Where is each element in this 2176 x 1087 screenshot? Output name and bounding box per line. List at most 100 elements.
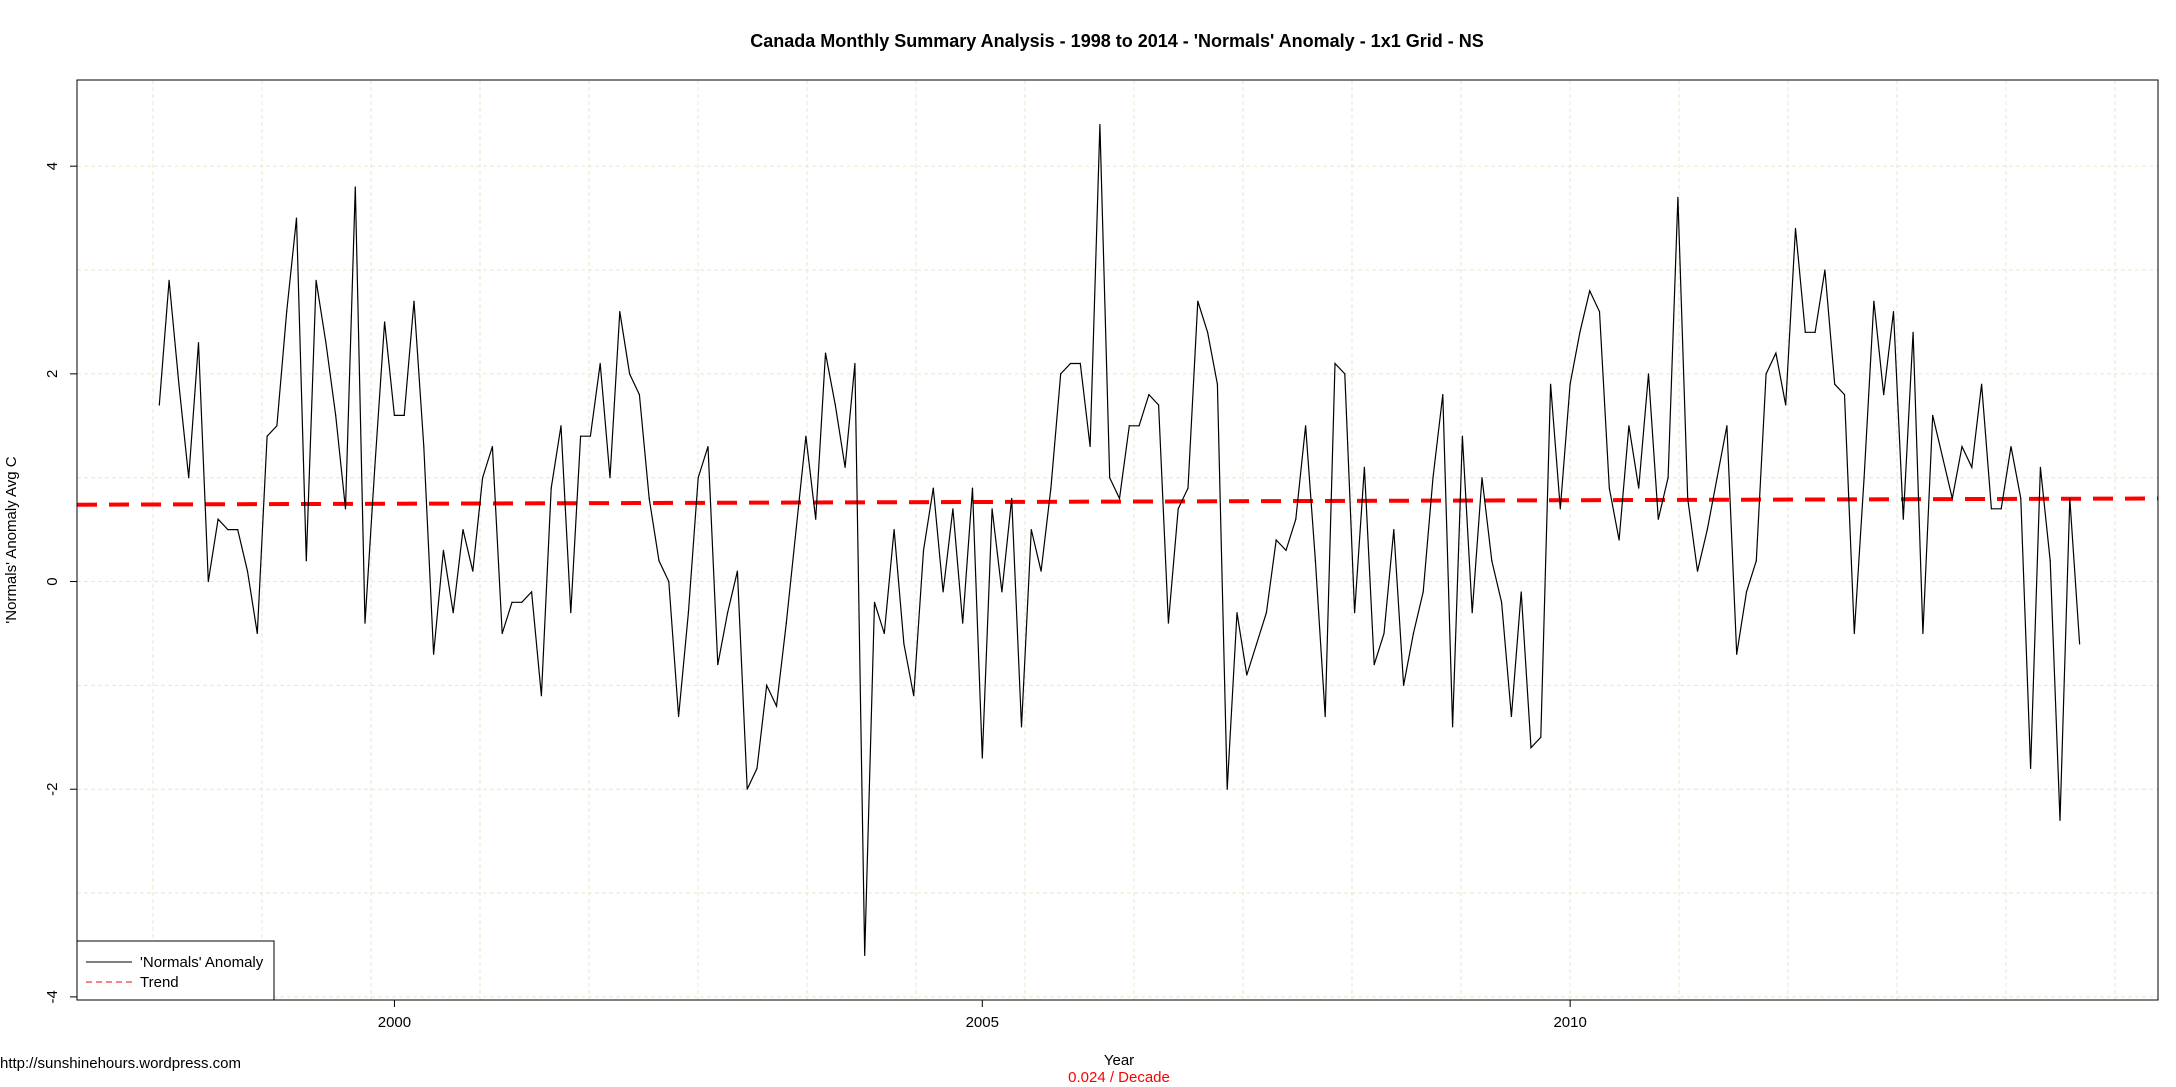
data-point: [1638, 487, 1640, 489]
data-point: [707, 445, 709, 448]
x-axis-label: Year: [1104, 1052, 1134, 1069]
data-point: [589, 435, 591, 437]
data-point: [1569, 383, 1571, 385]
data-point: [256, 632, 258, 635]
x-tick-label: 2005: [966, 1014, 999, 1031]
data-point: [1736, 653, 1738, 655]
data-point: [188, 477, 190, 479]
data-point: [1275, 539, 1277, 541]
data-point: [1030, 529, 1032, 531]
data-point: [1608, 487, 1610, 489]
data-point: [1305, 425, 1307, 427]
data-point: [315, 279, 317, 282]
data-point: [1726, 425, 1728, 427]
trend-rate-label: 0.024 / Decade: [1068, 1069, 1170, 1086]
data-point: [1373, 664, 1375, 666]
data-point: [756, 767, 758, 770]
data-point: [197, 342, 200, 344]
data-point: [560, 425, 562, 427]
data-point: [452, 612, 454, 614]
data-point: [413, 300, 415, 302]
data-point: [1197, 300, 1199, 302]
data-point: [2049, 560, 2051, 562]
data-point: [638, 394, 640, 396]
data-point: [795, 529, 797, 531]
data-point: [1246, 674, 1248, 676]
data-point: [1549, 383, 1552, 385]
data-point: [962, 622, 964, 624]
data-point: [2030, 767, 2032, 770]
data-point: [1530, 747, 1532, 749]
data-point: [1471, 612, 1473, 614]
data-point: [1843, 394, 1846, 396]
data-point: [1510, 715, 1512, 718]
data-point: [2059, 819, 2061, 821]
data-point: [2010, 445, 2012, 448]
data-point: [628, 373, 631, 375]
legend-label-trend: Trend: [140, 974, 179, 991]
data-point: [1765, 373, 1767, 375]
data-point: [913, 695, 915, 697]
data-point: [1892, 310, 1895, 313]
data-point: [1716, 477, 1718, 479]
data-point: [599, 362, 601, 365]
x-tick-label: 2000: [378, 1014, 411, 1031]
source-url: http://sunshinehours.wordpress.com: [0, 1055, 241, 1072]
data-point: [1040, 570, 1042, 572]
data-point: [834, 404, 836, 406]
data-point: [472, 570, 474, 572]
data-point: [1902, 518, 1904, 520]
chart-title: Canada Monthly Summary Analysis - 1998 t…: [750, 31, 1483, 51]
data-point: [775, 705, 778, 707]
data-point: [393, 414, 396, 416]
data-point: [1187, 487, 1189, 489]
data-point: [726, 612, 729, 614]
data-point: [1216, 383, 1219, 385]
data-point: [295, 217, 298, 219]
data-point: [1814, 331, 1816, 333]
data-point: [1324, 715, 1326, 718]
y-tick-label: 4: [44, 162, 61, 170]
data-point: [1285, 549, 1287, 551]
data-point: [276, 425, 278, 427]
anomaly-series: [158, 124, 2081, 956]
data-point: [2039, 466, 2042, 468]
data-point: [1109, 477, 1111, 479]
data-point: [687, 612, 689, 614]
anomaly-line: [158, 124, 2081, 956]
data-point: [1961, 445, 1963, 448]
data-point: [1060, 373, 1062, 375]
data-point: [579, 435, 582, 437]
data-point: [1226, 788, 1228, 790]
x-axis: 2000 2005 2010: [378, 1000, 1587, 1031]
data-point: [1589, 290, 1591, 292]
data-point: [403, 414, 405, 416]
data-point: [1883, 394, 1885, 396]
data-point: [1922, 632, 1924, 635]
data-point: [815, 518, 817, 520]
data-point: [981, 757, 983, 759]
data-point: [1118, 497, 1121, 500]
data-point: [462, 529, 464, 531]
y-tick-label: 2: [44, 370, 61, 378]
data-point: [286, 310, 288, 313]
data-point: [1481, 477, 1483, 479]
data-point: [1461, 435, 1463, 437]
data-point: [1295, 518, 1297, 520]
data-point: [1099, 124, 1101, 126]
data-point: [1451, 726, 1454, 728]
data-point: [677, 715, 680, 718]
trend-line-segment: [76, 496, 2159, 507]
data-point: [1412, 632, 1414, 635]
data-point: [1432, 477, 1434, 479]
data-point: [344, 508, 347, 510]
data-point: [619, 310, 621, 313]
data-point: [521, 601, 523, 603]
data-point: [903, 643, 905, 645]
data-point: [442, 549, 445, 551]
data-point: [1745, 591, 1748, 593]
data-point: [246, 570, 249, 572]
data-point: [325, 342, 327, 344]
data-point: [335, 414, 337, 416]
data-point: [482, 477, 484, 479]
